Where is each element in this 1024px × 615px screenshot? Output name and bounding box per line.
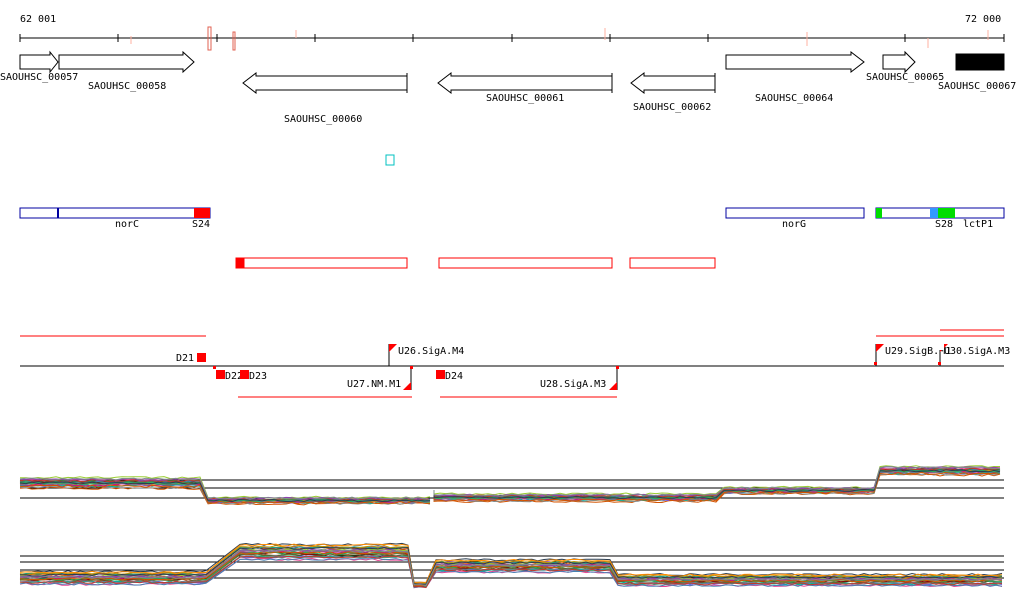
promoter-label-u28: U28.SigA.M3 [540, 379, 606, 390]
operon-label-s28: S28 [935, 219, 953, 230]
lower-profile-line [19, 557, 1003, 589]
promoter-label-mask [938, 344, 944, 350]
gene-arrow-saouhsc-00057[interactable] [19, 50, 59, 74]
gene-label-saouhsc-00064: SAOUHSC_00064 [755, 93, 833, 104]
gene-arrow-saouhsc-00064[interactable] [725, 50, 865, 74]
terminator-label-d23: D23 [249, 371, 267, 382]
lower-profile-line [19, 544, 1003, 585]
cyan-marker[interactable] [385, 154, 395, 166]
gene-arrow-saouhsc-00061[interactable] [437, 71, 613, 95]
promoter-u29[interactable] [875, 344, 884, 366]
operon-label-lctp1: lctP1 [963, 219, 993, 230]
gene-track [19, 50, 1005, 95]
gene-label-saouhsc-00067: SAOUHSC_00067 [938, 81, 1016, 92]
transcript-box-2[interactable] [438, 257, 613, 269]
gene-arrow-saouhsc-00060[interactable] [242, 71, 408, 95]
transcript-box-3[interactable] [629, 257, 716, 269]
expression-track-lower [19, 542, 1004, 589]
operon-label-norc: norC [115, 219, 139, 230]
ruler-start-label: 62 001 [20, 14, 56, 25]
promoter-label-u26: U26.SigA.M4 [398, 346, 464, 357]
transcript-extent-lines [20, 329, 1004, 398]
operon-green-start [876, 208, 882, 218]
lower-profile-line [19, 551, 1003, 587]
gene-label-saouhsc-00058: SAOUHSC_00058 [88, 81, 166, 92]
terminator-d21[interactable] [197, 353, 206, 362]
ruler-end-label: 72 000 [965, 14, 1001, 25]
gene-arrow-saouhsc-00062[interactable] [630, 71, 716, 95]
ruler-feature-marks [130, 26, 989, 51]
gene-label-saouhsc-00060: SAOUHSC_00060 [284, 114, 362, 125]
lower-profile-line [19, 546, 1003, 586]
tss-dots [213, 362, 941, 369]
upper-profile-line [19, 471, 1001, 505]
operon-norc[interactable] [19, 207, 211, 219]
operon-label-norg: norG [782, 219, 806, 230]
gene-label-saouhsc-00065: SAOUHSC_00065 [866, 72, 944, 83]
operon-s28-green[interactable] [938, 208, 955, 218]
promoter-label-u27: U27.NM.M1 [347, 379, 401, 390]
upper-profile-line [19, 469, 1001, 503]
operon-label-s24: S24 [192, 219, 210, 230]
regulatory-track: D21 D22 D23 D24 U26.SigA.M4 U27.NM.M1 U2… [20, 329, 1010, 398]
promoter-u27[interactable] [403, 366, 412, 390]
lower-profile-line [19, 555, 1003, 588]
promoter-u28[interactable] [609, 366, 618, 390]
operon-s28-blue[interactable] [930, 208, 938, 218]
gene-label-saouhsc-00061: SAOUHSC_00061 [486, 93, 564, 104]
upper-profile-line [19, 465, 1000, 499]
coordinate-ruler: 62 001 72 000 [19, 14, 1005, 51]
lower-profile-line [19, 543, 1003, 584]
transcript-box-1-start [235, 257, 245, 269]
gene-label-saouhsc-00057: SAOUHSC_00057 [0, 72, 78, 83]
terminator-d22[interactable] [216, 370, 225, 379]
transcript-track [235, 257, 716, 269]
terminator-d24[interactable] [436, 370, 445, 379]
terminator-d23[interactable] [240, 370, 249, 379]
transcript-box-1[interactable] [235, 257, 408, 269]
terminator-label-d24: D24 [445, 371, 463, 382]
terminator-label-d21: D21 [176, 353, 194, 364]
operon-norg[interactable] [725, 207, 865, 219]
lower-profile-line [19, 549, 1003, 586]
gene-label-saouhsc-00062: SAOUHSC_00062 [633, 102, 711, 113]
promoter-label-u29: U29.SigB.M1 [885, 346, 951, 357]
promoter-u26[interactable] [388, 344, 397, 366]
gene-block-saouhsc-00067[interactable] [955, 53, 1005, 71]
expression-track-upper [19, 465, 1004, 506]
upper-profile-line [19, 465, 1001, 500]
operon-track: norC S24 norG S28 lctP1 [19, 207, 1005, 230]
gene-arrow-saouhsc-00058[interactable] [58, 50, 195, 74]
terminator-label-d22: D22 [225, 371, 243, 382]
promoter-label-u30: U30.SigA.M3 [944, 346, 1010, 357]
gene-arrow-saouhsc-00065[interactable] [882, 50, 916, 74]
gene-labels: SAOUHSC_00057 SAOUHSC_00058 SAOUHSC_0006… [0, 72, 1016, 125]
operon-s24-block[interactable] [194, 208, 210, 218]
